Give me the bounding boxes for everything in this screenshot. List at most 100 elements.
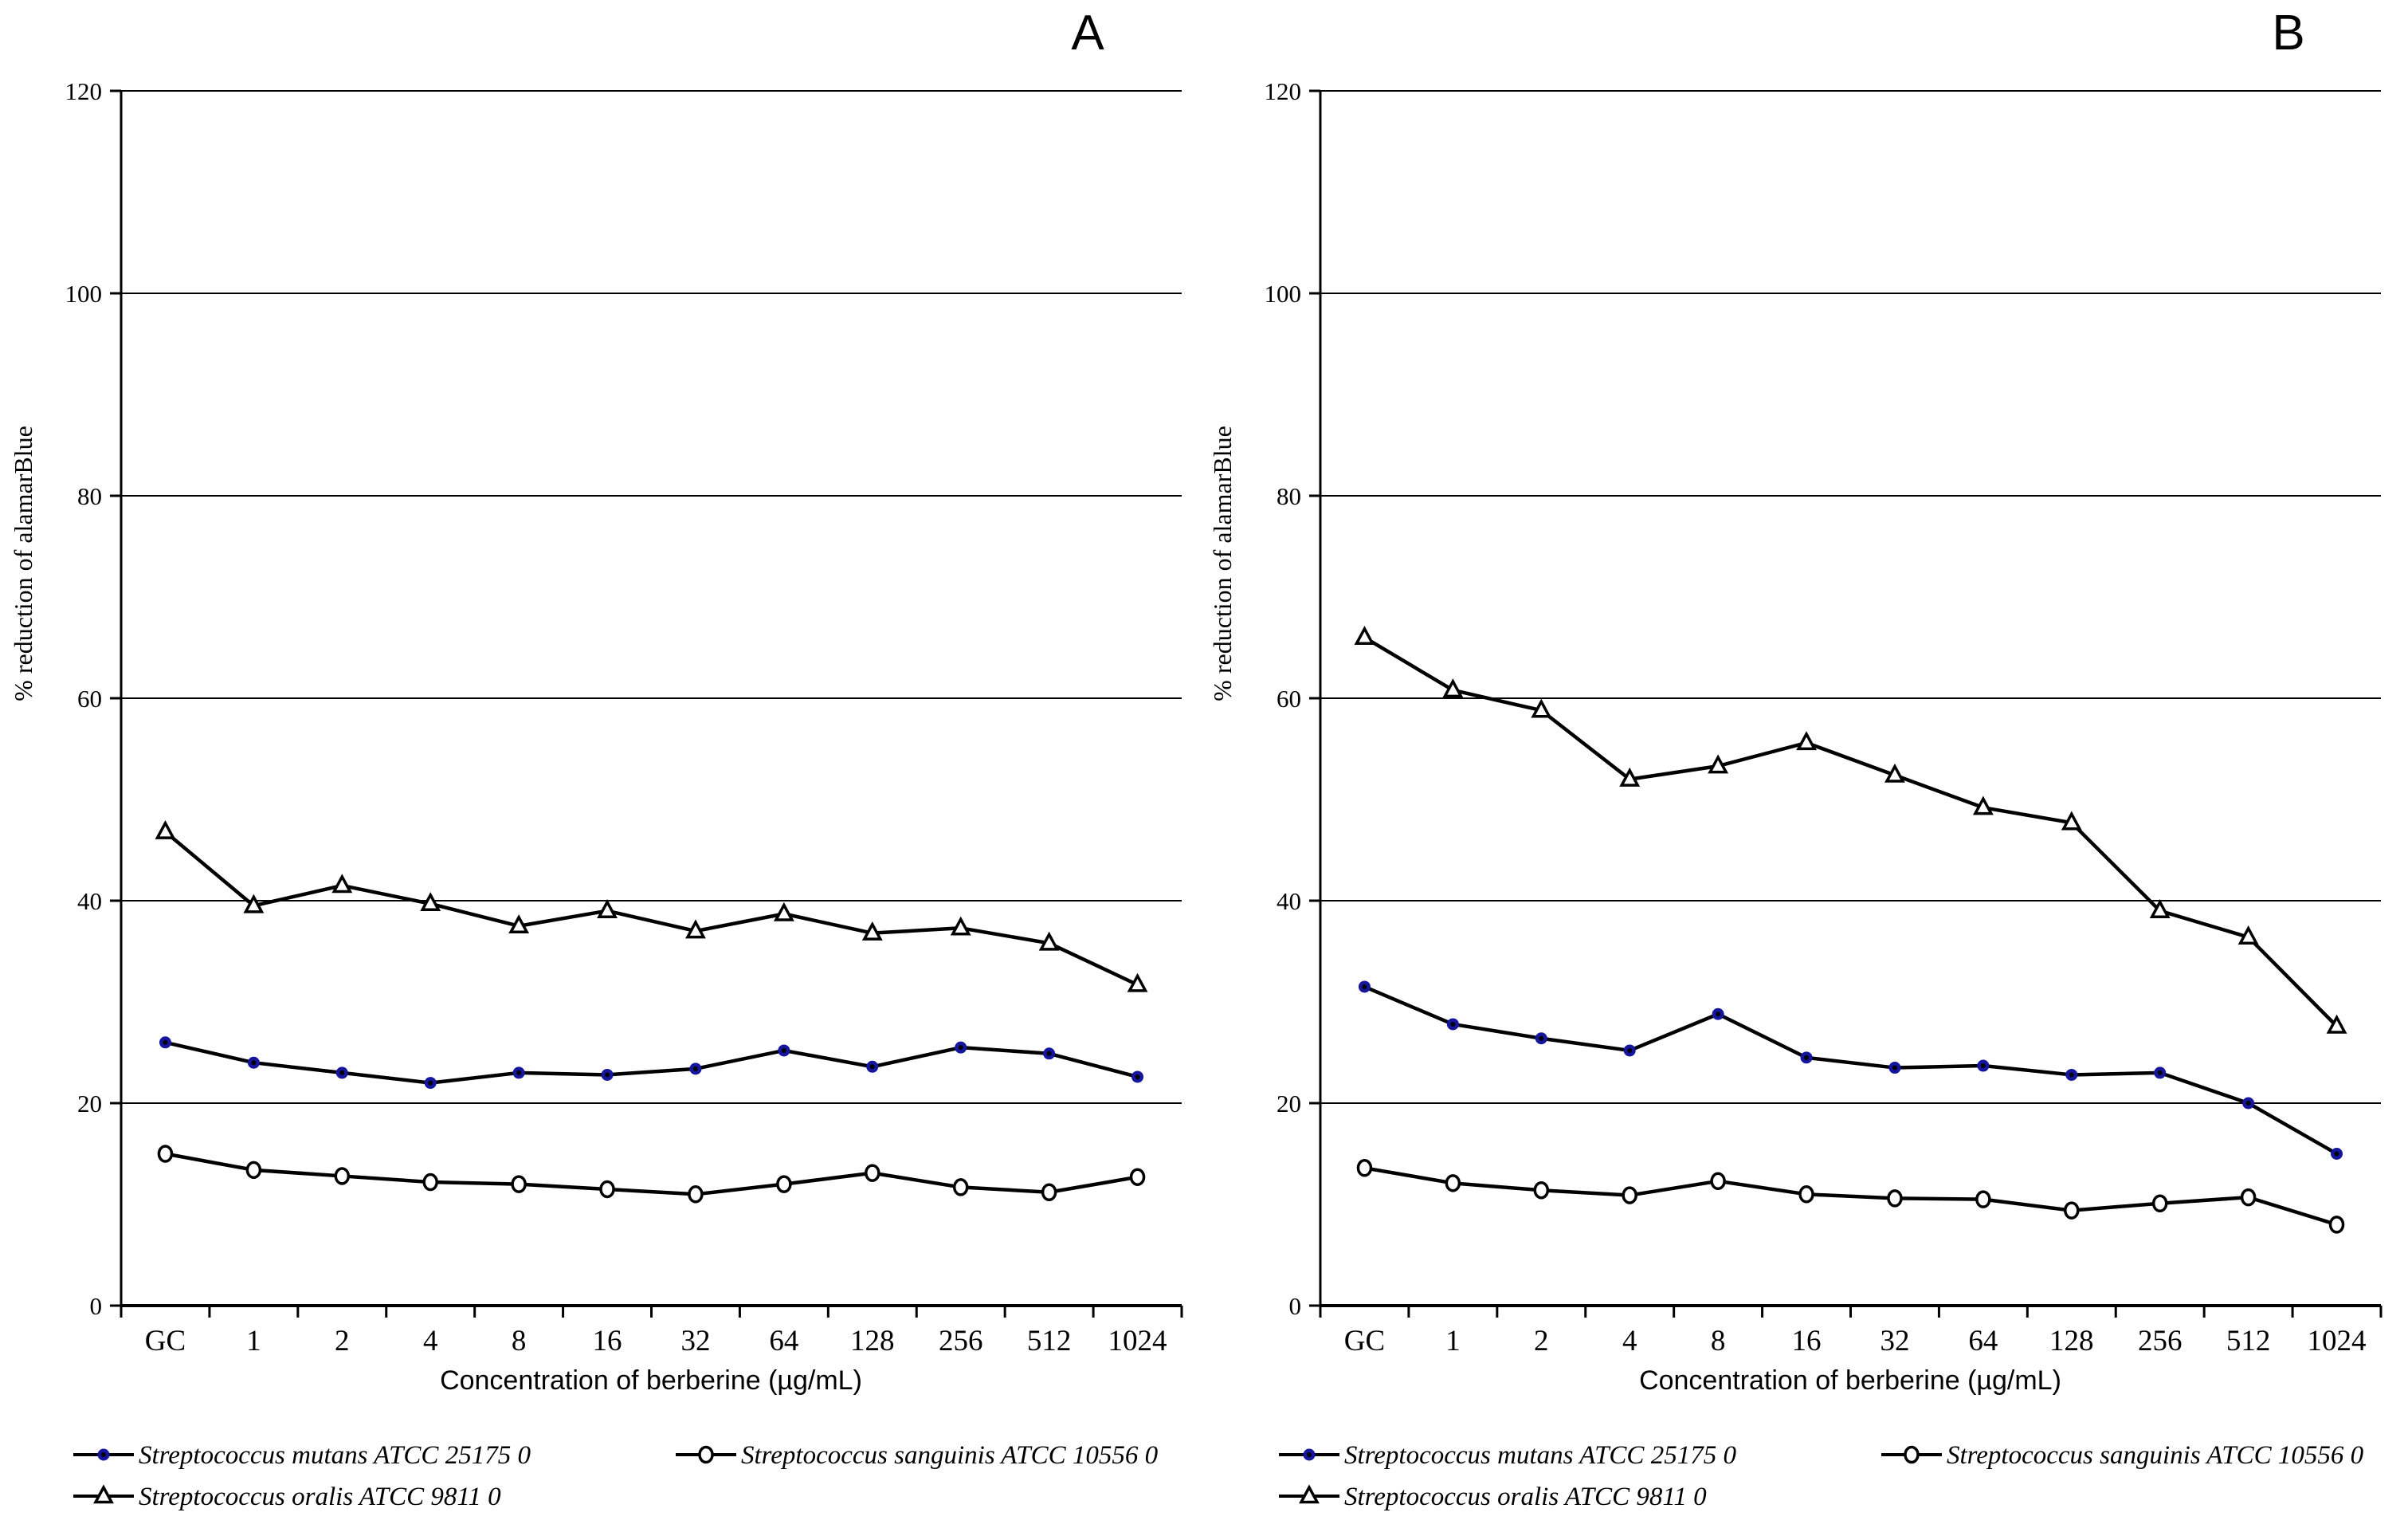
x-tick-label: 16	[593, 1325, 622, 1357]
data-point-marker-legend-2	[93, 1484, 114, 1504]
data-point-marker-1-5	[1798, 1185, 1814, 1204]
data-point-marker-legend-0	[1303, 1448, 1316, 1461]
legend-label: Streptococcus oralis ATCC 9811 0	[139, 1483, 501, 1511]
data-point-marker-1-3	[422, 1173, 438, 1192]
x-tick-label: 64	[1968, 1325, 1998, 1357]
data-point-marker-1-0	[1356, 1159, 1373, 1177]
x-tick-label: 1024	[1108, 1325, 1167, 1357]
x-tick-label: 8	[512, 1325, 527, 1357]
data-point-marker-1-0	[157, 1145, 174, 1163]
data-point-marker-1-1	[1445, 1174, 1461, 1192]
panel-a-label: A	[1071, 6, 1104, 61]
data-point-marker-2-8	[861, 921, 883, 941]
data-point-marker-2-9	[950, 916, 971, 936]
x-tick-label: 128	[2049, 1325, 2094, 1357]
series-line-1	[1363, 1166, 2339, 1227]
data-point-marker-1-7	[776, 1175, 792, 1193]
x-tick-label: 512	[2226, 1325, 2271, 1357]
x-tick-label: 256	[2138, 1325, 2182, 1357]
data-point-marker-0-5	[601, 1068, 614, 1081]
x-tick-label: 4	[1622, 1325, 1637, 1357]
data-point-marker-2-4	[1708, 754, 1729, 774]
series-line-2	[1363, 635, 2339, 1028]
data-point-marker-0-7	[778, 1044, 790, 1057]
data-point-marker-2-2	[331, 874, 353, 894]
data-point-marker-2-1	[1442, 678, 1464, 698]
legend-label: Streptococcus sanguinis ATCC 10556 0	[1947, 1441, 2364, 1470]
data-point-marker-0-9	[2154, 1066, 2167, 1079]
data-point-marker-legend-1	[698, 1445, 714, 1464]
y-tick-label: 40	[1277, 887, 1301, 915]
data-point-marker-2-9	[2149, 899, 2171, 918]
legend-item: Streptococcus sanguinis ATCC 10556 0	[1881, 1441, 2364, 1470]
x-tick-label: 4	[423, 1325, 438, 1357]
y-tick-label: 0	[90, 1292, 103, 1320]
data-point-marker-0-3	[424, 1077, 437, 1090]
data-point-marker-0-6	[689, 1063, 702, 1075]
data-point-marker-2-2	[1531, 698, 1552, 718]
y-tick-label: 80	[77, 482, 102, 510]
data-point-marker-1-5	[599, 1180, 615, 1199]
data-point-marker-2-1	[243, 894, 265, 913]
data-point-marker-0-10	[2242, 1097, 2255, 1110]
data-point-marker-0-0	[159, 1036, 171, 1049]
x-tick-label: 32	[1880, 1325, 1909, 1357]
data-point-marker-2-0	[1354, 626, 1375, 646]
panel-b-legend: Streptococcus mutans ATCC 25175 0 Strepto…	[1279, 1441, 2364, 1511]
x-tick-label: 1	[246, 1325, 261, 1357]
series-line-0	[163, 1040, 1139, 1085]
legend-item: Streptococcus oralis ATCC 9811 0	[1279, 1483, 1707, 1511]
data-point-marker-1-8	[865, 1164, 880, 1182]
panel-b-label: B	[2272, 6, 2304, 61]
legend-item: Streptococcus sanguinis ATCC 10556 0	[676, 1441, 1159, 1470]
data-point-marker-1-3	[1622, 1186, 1637, 1204]
y-tick-label: 100	[1265, 280, 1302, 308]
data-point-marker-2-4	[508, 914, 530, 933]
data-point-marker-1-9	[952, 1178, 969, 1196]
data-point-marker-2-8	[2061, 811, 2082, 831]
data-point-marker-2-0	[155, 819, 176, 839]
data-point-marker-2-11	[2326, 1014, 2347, 1034]
panel-b-plot: 0 20 40 60 80 100 120 GC 1 2 4 8 16 32 64 128 256 512 1024	[1265, 77, 2383, 1357]
data-point-marker-legend-2	[1299, 1484, 1320, 1504]
legend-item: Streptococcus mutans ATCC 25175 0	[1279, 1441, 1736, 1470]
x-tick-label: 256	[939, 1325, 983, 1357]
data-point-marker-1-6	[688, 1185, 704, 1204]
data-point-marker-2-10	[2237, 925, 2259, 945]
legend-label: Streptococcus sanguinis ATCC 10556 0	[741, 1441, 1159, 1470]
y-tick-label: 80	[1277, 482, 1301, 510]
data-point-marker-2-6	[1884, 763, 1905, 783]
data-point-marker-1-9	[2151, 1194, 2168, 1212]
data-point-marker-2-7	[773, 901, 794, 921]
data-point-marker-1-11	[1129, 1168, 1146, 1186]
data-point-marker-0-3	[1623, 1044, 1636, 1057]
legend-label: Streptococcus mutans ATCC 25175 0	[1344, 1441, 1736, 1470]
data-point-marker-1-10	[2240, 1188, 2257, 1207]
data-point-marker-2-6	[685, 919, 706, 939]
panel-b-x-axis-title: Concentration of berberine (µg/mL)	[1639, 1365, 2061, 1396]
x-tick-label: 1024	[2308, 1325, 2367, 1357]
data-point-marker-0-11	[2331, 1148, 2343, 1160]
y-tick-label: 100	[65, 280, 103, 308]
data-point-marker-0-4	[1712, 1008, 1724, 1020]
y-tick-label: 60	[77, 685, 102, 713]
x-tick-label: 2	[1534, 1325, 1549, 1357]
legend-label: Streptococcus mutans ATCC 25175 0	[139, 1441, 531, 1470]
data-point-marker-0-1	[247, 1056, 260, 1069]
data-point-marker-1-7	[1975, 1190, 1991, 1208]
legend-label: Streptococcus oralis ATCC 9811 0	[1344, 1483, 1707, 1511]
y-tick-label: 0	[1289, 1292, 1302, 1320]
data-point-marker-0-6	[1888, 1062, 1901, 1074]
data-point-marker-0-8	[2065, 1068, 2078, 1081]
data-point-marker-2-5	[597, 899, 618, 918]
series-line-2	[163, 830, 1139, 987]
y-tick-label: 120	[1265, 77, 1302, 105]
data-point-marker-0-2	[335, 1066, 348, 1079]
series-line-0	[1363, 984, 2339, 1156]
y-tick-label: 40	[77, 887, 102, 915]
x-tick-label: GC	[145, 1325, 186, 1357]
data-point-marker-2-11	[1127, 972, 1148, 992]
y-tick-label: 120	[65, 77, 103, 105]
